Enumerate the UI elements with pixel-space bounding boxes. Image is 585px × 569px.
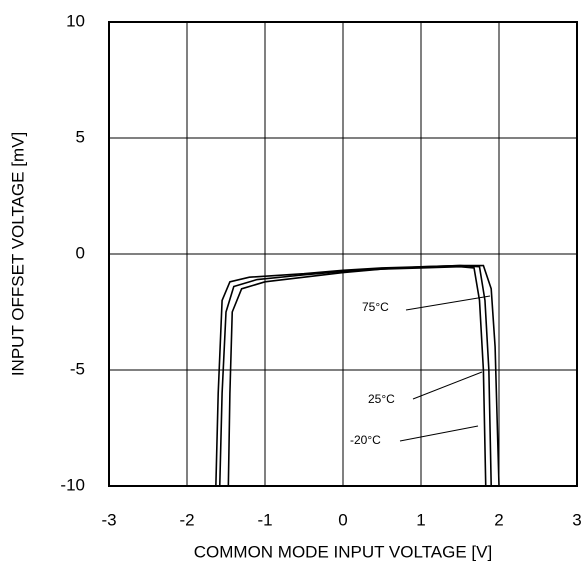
line-series [227, 265, 487, 487]
leader-line [405, 295, 491, 311]
x-tick-label: 1 [416, 510, 425, 529]
x-axis-label: COMMON MODE INPUT VOLTAGE [V] [194, 542, 492, 561]
x-tick-label: -3 [101, 510, 116, 529]
y-tick-label: 0 [76, 243, 85, 262]
y-tick-label: -5 [70, 359, 85, 378]
y-tick-label: -10 [60, 475, 85, 494]
x-tick-label: 3 [572, 510, 581, 529]
leader-line [399, 425, 479, 442]
plot-frame [108, 21, 578, 487]
y-tick-label: 10 [66, 11, 85, 30]
line-series [215, 264, 500, 487]
x-tick-label: 2 [494, 510, 503, 529]
series-label: -20°C [350, 433, 381, 447]
x-tick-label: -1 [257, 510, 272, 529]
y-axis-label: INPUT OFFSET VOLTAGE [mV] [8, 132, 27, 376]
series-label: 75°C [362, 300, 389, 314]
line-series [218, 264, 492, 487]
y-tick-label: 5 [76, 127, 85, 146]
x-tick-label: -2 [179, 510, 194, 529]
x-tick-label: 0 [338, 510, 347, 529]
leader-line [412, 371, 483, 400]
series-label: 25°C [368, 392, 395, 406]
